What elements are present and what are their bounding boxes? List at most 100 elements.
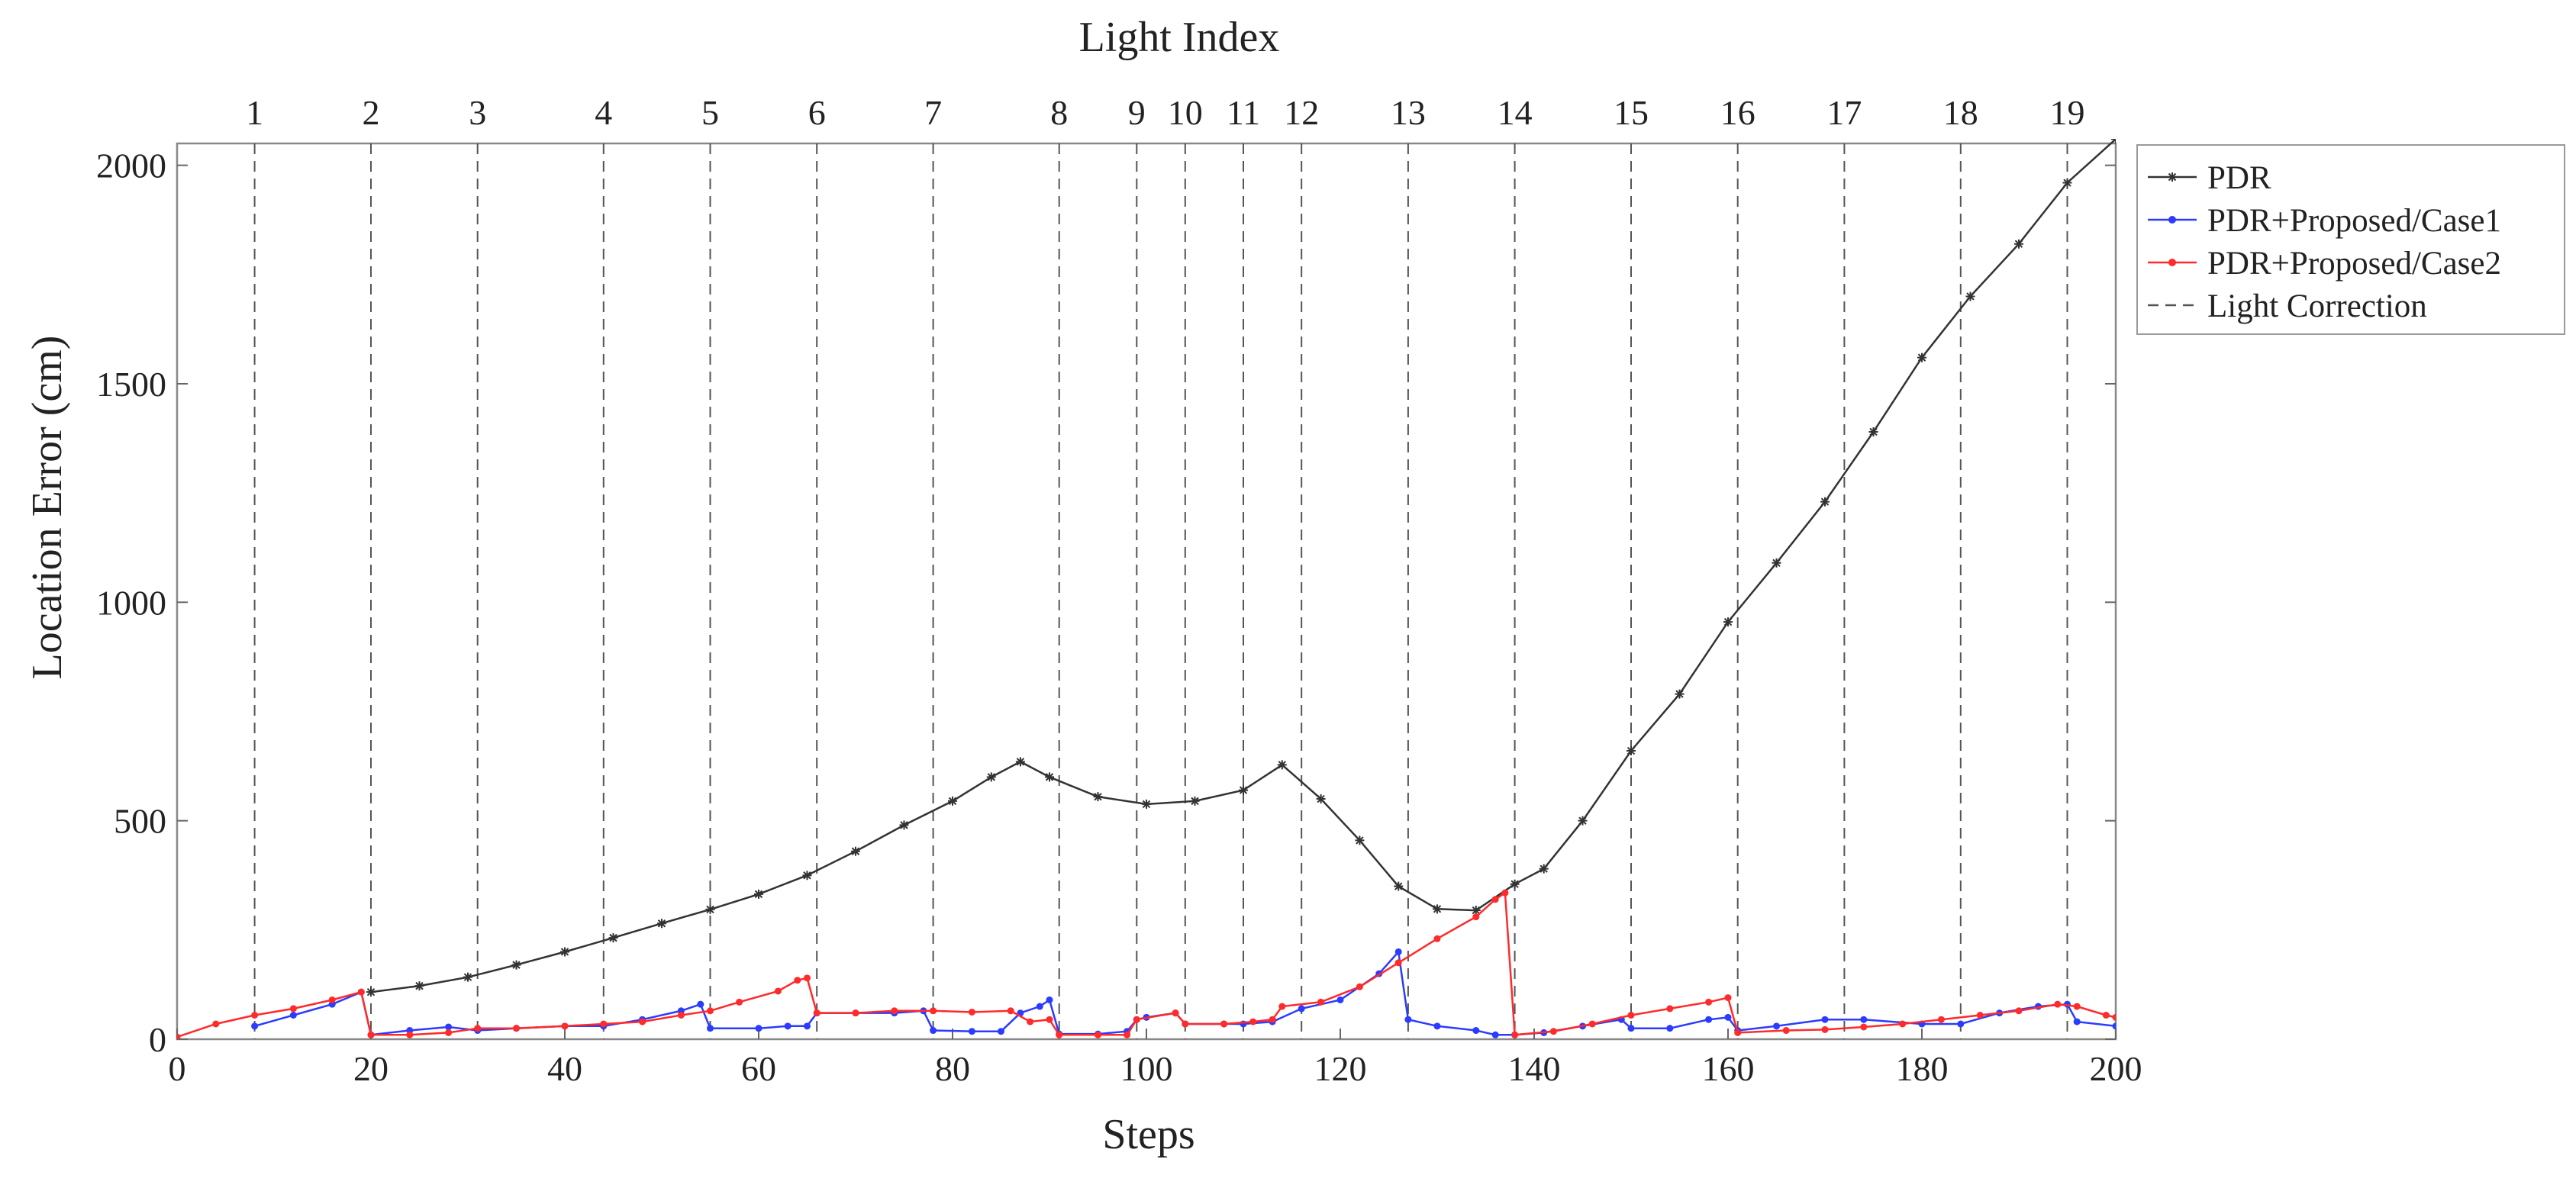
- data-point: [513, 1025, 520, 1032]
- y-tick-label: 500: [114, 802, 166, 841]
- light-index-label: 12: [1284, 93, 1319, 132]
- data-point: [1868, 427, 1878, 436]
- data-point: [1976, 1012, 1984, 1019]
- legend-label: PDR+Proposed/Case1: [2207, 203, 2501, 239]
- data-point: [998, 1028, 1004, 1035]
- data-point: [1190, 796, 1200, 806]
- data-point: [930, 1007, 937, 1015]
- legend-marker: [2168, 216, 2176, 224]
- data-point: [1142, 799, 1151, 809]
- data-point: [1471, 906, 1481, 916]
- data-point: [852, 1009, 859, 1017]
- data-point: [1627, 746, 1636, 756]
- legend-box: [2136, 144, 2565, 335]
- data-point: [1965, 291, 1975, 301]
- data-point: [736, 998, 743, 1006]
- data-point: [784, 1022, 791, 1030]
- data-point: [1007, 1007, 1014, 1015]
- data-point: [657, 919, 666, 929]
- data-point: [1675, 689, 1685, 699]
- data-point: [2111, 139, 2116, 144]
- data-point: [1782, 1027, 1790, 1035]
- data-point: [1588, 1020, 1596, 1028]
- data-point: [1355, 835, 1365, 845]
- data-point: [804, 1022, 811, 1030]
- data-point: [1046, 996, 1053, 1003]
- data-point: [212, 1020, 220, 1028]
- data-point: [1182, 1020, 1189, 1028]
- data-point: [697, 1000, 704, 1008]
- data-point: [1036, 1003, 1043, 1010]
- data-point: [608, 933, 618, 943]
- data-point: [705, 904, 715, 914]
- data-point: [794, 977, 801, 984]
- data-point: [1394, 959, 1402, 967]
- series-3-group: [177, 889, 2116, 1039]
- y-axis-label: Location Error (cm): [24, 336, 71, 680]
- data-point: [2015, 1007, 2023, 1015]
- data-point: [2112, 1013, 2116, 1021]
- light-index-label: 5: [701, 93, 719, 132]
- y-tick-label: 2000: [96, 146, 166, 185]
- data-point: [804, 974, 811, 982]
- data-point: [1433, 904, 1442, 914]
- data-point: [968, 1028, 975, 1035]
- data-point: [289, 1005, 297, 1013]
- data-point: [1820, 497, 1830, 507]
- data-point: [1666, 1005, 1674, 1013]
- data-point: [1627, 1012, 1635, 1019]
- light-index-label: 7: [924, 93, 942, 132]
- light-index-label: 8: [1050, 93, 1068, 132]
- data-point: [1723, 617, 1733, 627]
- x-tick-label: 120: [1314, 1049, 1367, 1088]
- data-point: [1734, 1029, 1742, 1036]
- data-point: [328, 996, 336, 1003]
- data-point: [1433, 1022, 1441, 1030]
- x-tick-label: 140: [1508, 1049, 1561, 1088]
- data-point: [2112, 1022, 2116, 1030]
- data-point: [1578, 816, 1588, 826]
- light-index-label: 4: [595, 93, 612, 132]
- data-point: [1220, 1020, 1228, 1028]
- data-point: [600, 1020, 608, 1028]
- x-tick-label: 80: [935, 1049, 970, 1088]
- data-point: [1510, 879, 1520, 889]
- data-point: [1124, 1031, 1131, 1038]
- light-index-label: 3: [469, 93, 486, 132]
- x-tick-label: 100: [1120, 1049, 1173, 1088]
- data-point: [1093, 792, 1103, 802]
- data-point: [463, 972, 472, 982]
- data-point: [1472, 913, 1480, 921]
- x-tick-label: 20: [353, 1049, 388, 1088]
- data-point: [1045, 772, 1054, 782]
- x-tick-label: 180: [1896, 1049, 1949, 1088]
- data-point: [1724, 994, 1732, 1002]
- data-point: [474, 1025, 482, 1032]
- data-point: [851, 846, 860, 856]
- data-point: [2073, 1003, 2081, 1010]
- light-index-label: 19: [2050, 93, 2085, 132]
- data-point: [1491, 1031, 1499, 1038]
- data-point: [1860, 1023, 1868, 1031]
- data-point: [1056, 1031, 1063, 1038]
- x-tick-label: 60: [741, 1049, 776, 1088]
- data-point: [511, 960, 521, 970]
- x-tick-label: 160: [1702, 1049, 1755, 1088]
- data-point: [1046, 1016, 1053, 1023]
- light-index-label: 14: [1498, 93, 1533, 132]
- data-point: [1957, 1020, 1965, 1028]
- data-point: [1937, 1016, 1945, 1023]
- legend-label: Light Correction: [2207, 288, 2427, 324]
- data-point: [1773, 1022, 1780, 1030]
- data-point: [1666, 1025, 1674, 1032]
- data-point: [813, 1009, 821, 1017]
- chart-title: Light Index: [1079, 14, 1280, 61]
- data-point: [1433, 935, 1441, 942]
- light-index-label: 10: [1168, 93, 1203, 132]
- data-point: [677, 1012, 685, 1019]
- series-1-group: [366, 139, 2116, 997]
- data-point: [1278, 1003, 1286, 1010]
- data-point: [1705, 1016, 1713, 1023]
- data-point: [1249, 1018, 1257, 1025]
- light-index-label: 15: [1614, 93, 1649, 132]
